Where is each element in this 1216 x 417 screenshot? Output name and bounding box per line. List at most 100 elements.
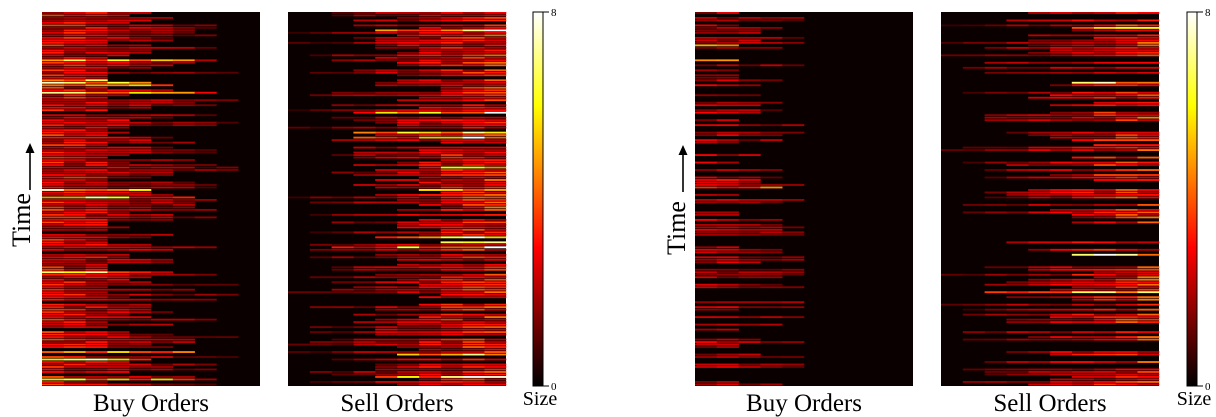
heatmap-cell bbox=[941, 303, 964, 306]
heatmap-cell bbox=[984, 361, 1007, 363]
heatmap-cell bbox=[1071, 338, 1094, 341]
heatmap-cell bbox=[107, 59, 130, 62]
heatmap-cell bbox=[484, 86, 507, 89]
heatmap-cell bbox=[63, 283, 86, 286]
heatmap-cell bbox=[375, 69, 398, 72]
heatmap-cell bbox=[440, 51, 463, 54]
heatmap-cell bbox=[63, 194, 86, 196]
heatmap-cell bbox=[42, 164, 65, 166]
heatmap-cell bbox=[107, 256, 130, 259]
heatmap-cell bbox=[760, 46, 783, 49]
heatmap-cell bbox=[194, 298, 217, 301]
heatmap-cell bbox=[397, 328, 420, 331]
heatmap-cell bbox=[484, 221, 507, 224]
heatmap-cell bbox=[738, 383, 761, 386]
heatmap-cell bbox=[397, 366, 420, 368]
heatmap-cell bbox=[440, 323, 463, 326]
heatmap-cell bbox=[484, 203, 507, 206]
heatmap-cell bbox=[440, 12, 463, 14]
heatmap-cell bbox=[1028, 196, 1051, 199]
heatmap-cell bbox=[63, 376, 86, 378]
heatmap-cell bbox=[1071, 203, 1094, 206]
heatmap-cell bbox=[462, 303, 485, 306]
heatmap-cell bbox=[695, 228, 718, 231]
heatmap-cell bbox=[353, 371, 376, 373]
heatmap-cell bbox=[1137, 149, 1160, 151]
heatmap-cell bbox=[85, 64, 108, 67]
heatmap-cell bbox=[716, 74, 739, 77]
heatmap-cell bbox=[984, 371, 1007, 373]
heatmap-cell bbox=[107, 206, 130, 209]
heatmap-cell bbox=[1028, 296, 1051, 299]
heatmap-cell bbox=[984, 161, 1007, 164]
heatmap-cell bbox=[63, 44, 86, 47]
heatmap-cell bbox=[375, 376, 398, 378]
heatmap-cell bbox=[782, 231, 805, 234]
heatmap-cell bbox=[440, 79, 463, 82]
heatmap-cell bbox=[63, 326, 86, 329]
heatmap-cell bbox=[107, 343, 130, 346]
heatmap-cell bbox=[129, 171, 152, 174]
heatmap-cell bbox=[1028, 114, 1051, 117]
heatmap-cell bbox=[151, 383, 174, 386]
heatmap-cell bbox=[1093, 331, 1116, 334]
heatmap-cell bbox=[331, 196, 354, 199]
heatmap-cell bbox=[1071, 41, 1094, 44]
heatmap-cell bbox=[1137, 203, 1160, 206]
heatmap-cell bbox=[397, 136, 420, 139]
heatmap-cell bbox=[462, 134, 485, 137]
heatmap-cell bbox=[331, 291, 354, 294]
heatmap-cell bbox=[42, 223, 65, 226]
heatmap-cell bbox=[397, 59, 420, 62]
heatmap-cell bbox=[1050, 116, 1073, 119]
heatmap-cell bbox=[760, 226, 783, 229]
heatmap-cell bbox=[1071, 278, 1094, 281]
heatmap-cell bbox=[331, 351, 354, 353]
heatmap-cell bbox=[695, 39, 718, 42]
heatmap-cell bbox=[484, 54, 507, 57]
heatmap-cell bbox=[484, 228, 507, 231]
heatmap-cell bbox=[309, 343, 332, 346]
heatmap-cell bbox=[1137, 26, 1160, 29]
heatmap-cell bbox=[695, 16, 718, 19]
heatmap-cell bbox=[484, 104, 507, 107]
heatmap-cell bbox=[42, 216, 65, 219]
heatmap-cell bbox=[440, 306, 463, 309]
heatmap-cell bbox=[353, 331, 376, 334]
heatmap-cell bbox=[1071, 54, 1094, 57]
heatmap-cell bbox=[484, 283, 507, 286]
heatmap-cell bbox=[1093, 96, 1116, 99]
heatmap-cell bbox=[418, 14, 441, 17]
heatmap-cell bbox=[695, 218, 718, 221]
heatmap-cell bbox=[695, 233, 718, 236]
heatmap-cell bbox=[85, 66, 108, 69]
heatmap-cell bbox=[1028, 241, 1051, 244]
heatmap-cell bbox=[63, 181, 86, 184]
heatmap-cell bbox=[397, 368, 420, 371]
heatmap-cell bbox=[172, 169, 195, 171]
heatmap-cell bbox=[462, 381, 485, 383]
heatmap-cell bbox=[85, 199, 108, 201]
heatmap-cell bbox=[107, 161, 130, 164]
heatmap-cell bbox=[42, 293, 65, 296]
heatmap-cell bbox=[1115, 51, 1138, 54]
heatmap-cell bbox=[194, 199, 217, 201]
heatmap-cell bbox=[1071, 149, 1094, 151]
heatmap-cell bbox=[353, 24, 376, 27]
heatmap-cell bbox=[716, 268, 739, 271]
heatmap-cell bbox=[1071, 34, 1094, 37]
heatmap-cell bbox=[418, 288, 441, 291]
heatmap-cell bbox=[375, 151, 398, 154]
heatmap-cell bbox=[484, 12, 507, 14]
heatmap-cell bbox=[484, 378, 507, 381]
heatmap-cell bbox=[85, 196, 108, 199]
heatmap-cell bbox=[484, 333, 507, 336]
heatmap-cell bbox=[1137, 221, 1160, 224]
heatmap-cell bbox=[85, 114, 108, 117]
heatmap-cell bbox=[397, 134, 420, 137]
heatmap-cell bbox=[353, 116, 376, 119]
heatmap-cell bbox=[1093, 84, 1116, 87]
heatmap-cell bbox=[418, 39, 441, 42]
heatmap-cell bbox=[107, 331, 130, 334]
heatmap-cell bbox=[172, 166, 195, 169]
